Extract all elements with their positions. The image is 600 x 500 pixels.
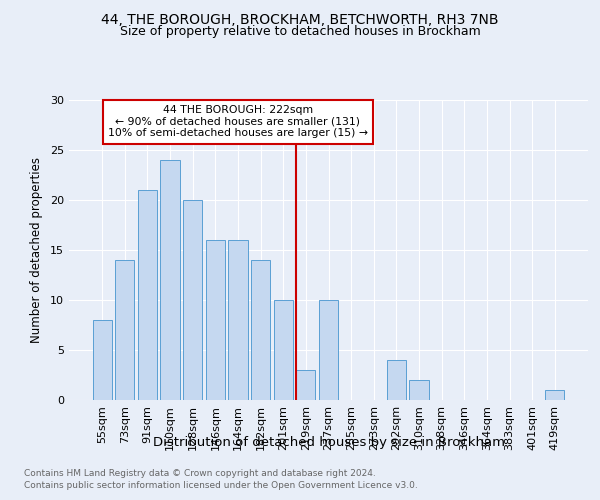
Text: 44, THE BOROUGH, BROCKHAM, BETCHWORTH, RH3 7NB: 44, THE BOROUGH, BROCKHAM, BETCHWORTH, R…	[101, 12, 499, 26]
Bar	[115, 260, 134, 400]
Bar	[319, 300, 338, 400]
Bar	[229, 240, 248, 400]
Y-axis label: Number of detached properties: Number of detached properties	[30, 157, 43, 343]
Bar	[251, 260, 270, 400]
Bar	[92, 320, 112, 400]
Bar	[296, 370, 316, 400]
Bar	[183, 200, 202, 400]
Text: Contains public sector information licensed under the Open Government Licence v3: Contains public sector information licen…	[24, 482, 418, 490]
Text: 44 THE BOROUGH: 222sqm
← 90% of detached houses are smaller (131)
10% of semi-de: 44 THE BOROUGH: 222sqm ← 90% of detached…	[108, 105, 368, 138]
Bar	[387, 360, 406, 400]
Text: Size of property relative to detached houses in Brockham: Size of property relative to detached ho…	[119, 25, 481, 38]
Bar	[409, 380, 428, 400]
Bar	[206, 240, 225, 400]
Bar	[274, 300, 293, 400]
Text: Distribution of detached houses by size in Brockham: Distribution of detached houses by size …	[153, 436, 505, 449]
Bar	[160, 160, 180, 400]
Bar	[138, 190, 157, 400]
Text: Contains HM Land Registry data © Crown copyright and database right 2024.: Contains HM Land Registry data © Crown c…	[24, 470, 376, 478]
Bar	[545, 390, 565, 400]
